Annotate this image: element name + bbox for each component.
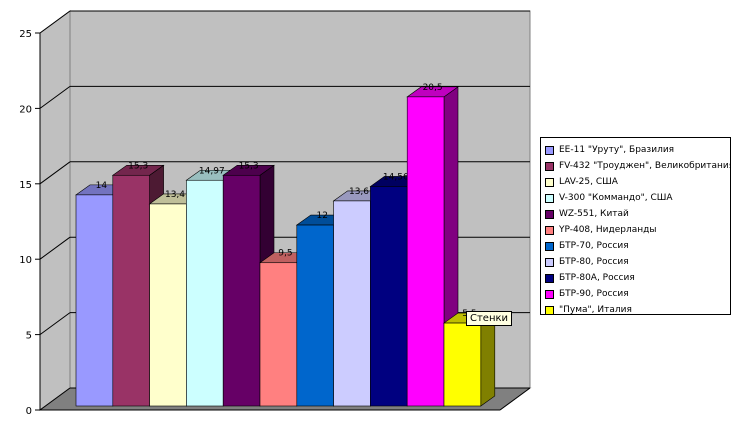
data-label: 14 [96,181,108,191]
legend-label: WZ-551, Китай [559,209,629,219]
bar-side [480,312,496,407]
data-label: 9,5 [278,249,292,259]
y-tick-label: 25 [19,29,32,40]
legend-swatch [545,257,554,267]
gridline-side [39,312,71,336]
y-tick-label: 10 [19,255,32,266]
y-tick-label: 5 [26,331,32,342]
legend-label: EE-11 "Уруту", Бразилия [559,145,675,155]
legend-label: FV-432 "Троуджен", Великобритания [559,161,731,171]
legend-label: V-300 "Коммандо", США [559,193,673,203]
y-tick-label: 20 [19,104,32,115]
gridline-side [39,387,71,411]
data-label: 13,6 [349,187,369,197]
legend-item: "Пума", Италия [545,302,632,315]
bar [370,186,408,407]
y-tick-label: 0 [26,406,32,417]
legend-item: FV-432 "Троуджен", Великобритания [545,158,731,174]
bar [149,203,187,407]
legend-item: EE-11 "Уруту", Бразилия [545,142,674,158]
legend-item: LAV-25, США [545,174,618,190]
legend-swatch [545,161,554,171]
bar [186,179,224,407]
bar [259,262,298,407]
gridline-side [39,85,71,109]
gridline-side [39,10,71,34]
legend-label: "Пума", Италия [559,305,632,315]
legend-label: БТР-70, Россия [559,241,629,251]
legend-item: WZ-551, Китай [545,206,629,222]
bar [75,194,114,407]
data-label: 14,97 [199,166,225,176]
legend-item: БТР-70, Россия [545,238,629,254]
x-axis-depth [499,387,531,411]
data-label: 15,3 [239,161,259,171]
legend-swatch [545,145,554,155]
legend-swatch [545,305,554,314]
legend-swatch [545,193,554,203]
chart-legend: EE-11 "Уруту", Бразилия FV-432 "Троуджен"… [540,137,731,315]
data-label: 20,5 [423,83,443,93]
legend-label: БТР-80, Россия [559,257,629,267]
bar [406,96,445,407]
legend-swatch [545,241,554,251]
walls-tooltip: Стенки [466,311,513,326]
legend-label: YP-408, Нидерланды [559,225,657,235]
data-label: 12 [316,211,327,221]
bar [222,174,261,407]
legend-swatch [545,177,554,187]
legend-item: БТР-80, Россия [545,254,629,270]
bar [112,174,150,407]
legend-item: БТР-80А, Россия [545,270,635,286]
y-tick-label: 15 [19,180,32,191]
legend-swatch [545,209,554,219]
chart-side-wall [39,10,71,411]
data-label: 13,4 [165,190,185,200]
legend-item: БТР-90, Россия [545,286,629,302]
legend-swatch [545,289,554,299]
legend-swatch [545,225,554,235]
bar [443,322,482,407]
gridline-side [39,236,71,260]
legend-label: LAV-25, США [559,177,618,187]
legend-item: V-300 "Коммандо", США [545,190,673,206]
legend-item: YP-408, Нидерланды [545,222,656,238]
legend-swatch [545,273,554,283]
legend-label: БТР-80А, Россия [559,273,635,283]
bar [333,200,371,407]
bar [296,224,334,407]
legend-label: БТР-90, Россия [559,289,629,299]
data-label: 14,56 [383,172,409,182]
data-label: 15,3 [128,161,148,171]
gridline-side [39,161,71,185]
